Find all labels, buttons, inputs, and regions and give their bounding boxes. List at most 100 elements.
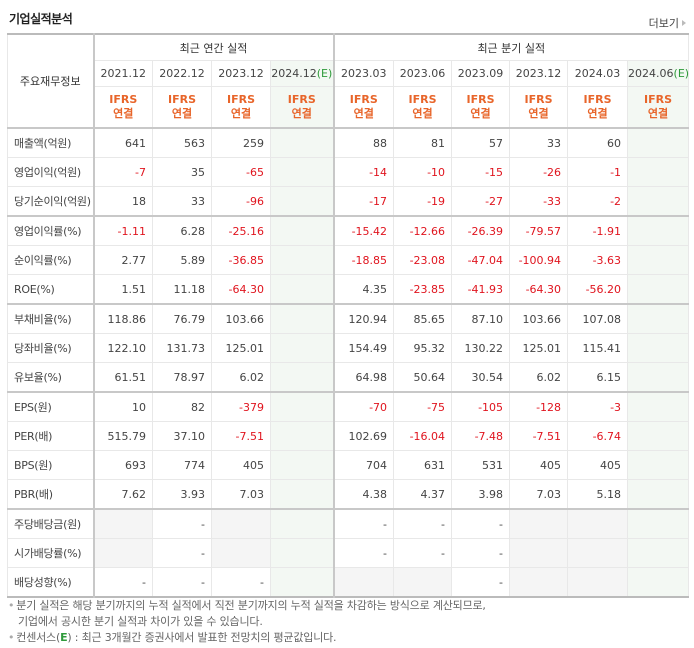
row-label: 당좌비율(%) (7, 333, 94, 363)
table-cell: -23.85 (393, 274, 453, 305)
table-cell: - (451, 508, 511, 539)
table-cell (269, 245, 335, 275)
table-cell (627, 508, 690, 539)
table-row: 영업이익(억원) -7 35 -65 -14 -10 -15 -26 -1 (7, 157, 690, 187)
table-cell: 4.35 (332, 274, 395, 305)
table-cell (269, 538, 335, 568)
table-cell: -100.94 (509, 245, 569, 275)
table-cell (269, 127, 335, 158)
table-cell: 87.10 (451, 303, 511, 334)
table-cell: 6.02 (509, 362, 569, 393)
table-cell: 693 (92, 450, 153, 480)
period-header: 2023.03 (332, 60, 395, 87)
table-cell: 81 (393, 127, 453, 158)
table-cell: -10 (393, 157, 453, 187)
table-cell: - (332, 538, 395, 568)
table-cell: 76.79 (152, 303, 212, 334)
table-cell (211, 538, 271, 568)
table-cell: -96 (211, 186, 271, 217)
more-link[interactable]: 더보기 (649, 15, 686, 31)
table-cell (509, 567, 569, 598)
table-cell: 7.03 (509, 479, 569, 510)
quarterly-group-header: 최근 분기 실적 (332, 33, 690, 61)
table-cell: -1.11 (92, 215, 153, 246)
table-cell (92, 538, 153, 568)
table-row: PBR(배) 7.62 3.93 7.03 4.38 4.37 3.98 7.03 5.18 (7, 479, 690, 510)
table-cell (627, 538, 690, 568)
table-cell: - (152, 538, 212, 568)
table-cell (567, 538, 629, 568)
table-cell: 641 (92, 127, 153, 158)
basis-header: IFRS 연결 (211, 86, 271, 129)
table-cell: 122.10 (92, 333, 153, 363)
table-cell: - (92, 567, 153, 598)
table-cell: 6.02 (211, 362, 271, 393)
table-cell: - (451, 567, 511, 598)
table-cell: 30.54 (451, 362, 511, 393)
table-cell: -3.63 (567, 245, 629, 275)
table-cell: -3 (567, 391, 629, 422)
table-cell (627, 362, 690, 393)
table-cell: 18 (92, 186, 153, 217)
table-cell (269, 157, 335, 187)
table-cell: -33 (509, 186, 569, 217)
table-cell: -1 (567, 157, 629, 187)
table-cell: -27 (451, 186, 511, 217)
table-cell: 103.66 (509, 303, 569, 334)
table-cell: 405 (509, 450, 569, 480)
table-row: PER(배) 515.79 37.10 -7.51 102.69 -16.04 -7.48-… (7, 421, 690, 451)
table-cell: -47.04 (451, 245, 511, 275)
table-cell: 1.51 (92, 274, 153, 305)
table-row: EPS(원) 10 82 -379 -70 -75 -105 -128 -3 (7, 391, 690, 422)
basis-header: IFRS 연결 (332, 86, 395, 129)
table-cell: 125.01 (211, 333, 271, 363)
period-header: 2024.03 (567, 60, 629, 87)
table-cell (269, 421, 335, 451)
table-cell: 631 (393, 450, 453, 480)
table-cell: -128 (509, 391, 569, 422)
table-cell (627, 333, 690, 363)
table-cell: -16.04 (393, 421, 453, 451)
table-cell (269, 450, 335, 480)
table-cell: 10 (92, 391, 153, 422)
table-cell (269, 567, 335, 598)
table-cell: -65 (211, 157, 271, 187)
row-label: 매출액(억원) (7, 127, 94, 158)
table-cell (269, 391, 335, 422)
table-cell: -7.48 (451, 421, 511, 451)
table-cell (567, 567, 629, 598)
table-cell: 95.32 (393, 333, 453, 363)
corner-header: 주요재무정보 (7, 33, 94, 129)
table-cell: -26.39 (451, 215, 511, 246)
table-cell (269, 333, 335, 363)
period-header: 2021.12 (92, 60, 153, 87)
footnotes: • 분기 실적은 해당 분기까지의 누적 실적에서 직전 분기까지의 누적 실적을… (8, 598, 486, 646)
basis-header: IFRS 연결 (393, 86, 453, 129)
table-cell (567, 508, 629, 539)
table-cell (269, 362, 335, 393)
table-cell: 120.94 (332, 303, 395, 334)
table-cell (332, 567, 395, 598)
table-cell: 33 (509, 127, 569, 158)
table-cell: - (152, 508, 212, 539)
table-cell (269, 303, 335, 334)
table-cell: -7 (92, 157, 153, 187)
table-cell: 88 (332, 127, 395, 158)
table-cell (269, 274, 335, 305)
table-cell: - (393, 508, 453, 539)
table-cell: -64.30 (211, 274, 271, 305)
row-label: PER(배) (7, 421, 94, 451)
basis-header: IFRS 연결 (567, 86, 629, 129)
footnote-quarterly-cont: 기업에서 공시한 분기 실적과 차이가 있을 수 있습니다. (18, 615, 263, 628)
table-row: ROE(%) 1.51 11.18 -64.30 4.35 -23.85 -41.93 -64… (7, 274, 690, 305)
table-row: 배당성향(%) - - - - (7, 567, 690, 598)
table-cell: -7.51 (509, 421, 569, 451)
basis-header: IFRS 연결 (269, 86, 335, 129)
table-cell: -64.30 (509, 274, 569, 305)
table-cell: - (451, 538, 511, 568)
footnote-quarterly: • 분기 실적은 해당 분기까지의 누적 실적에서 직전 분기까지의 누적 실적을… (8, 599, 486, 612)
table-row: BPS(원) 693 774 405 704 631 531 405 405 (7, 450, 690, 480)
table-cell: 37.10 (152, 421, 212, 451)
table-cell: -15.42 (332, 215, 395, 246)
table-cell: 11.18 (152, 274, 212, 305)
